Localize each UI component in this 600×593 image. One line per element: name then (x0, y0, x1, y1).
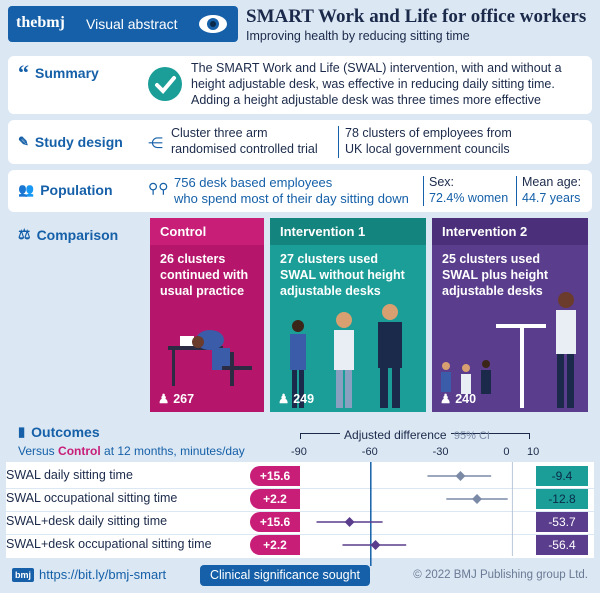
intervention-2-line-1: 25 clusters used (442, 252, 540, 266)
people-icon: 👥 (18, 182, 35, 197)
adjusted-difference-pill: -53.7 (536, 512, 588, 532)
control-baseline-pill: +15.6 (250, 466, 300, 486)
intervention-2-title: Intervention 2 (432, 218, 588, 245)
scales-icon: ⚖ (18, 226, 31, 242)
quote-icon: “ (18, 60, 29, 85)
outcomes-panel (6, 462, 594, 558)
control-line-1: 26 clusters (160, 252, 226, 266)
outcomes-subtitle: Versus Control at 12 months, minutes/day (18, 444, 245, 458)
control-count: ♟ 267 (158, 391, 195, 407)
age-value: 44.7 years (522, 191, 581, 205)
ci-label: 95% CI (453, 430, 490, 442)
participants-line-2: who spend most of their day sitting down (174, 191, 409, 206)
significance-label: Clinical significance sought (200, 565, 370, 586)
control-line-3: usual practice (160, 284, 245, 298)
axis-tick-label: -60 (361, 446, 378, 458)
standing-workers-illustration (290, 304, 402, 408)
adjusted-difference-pill: -9.4 (536, 466, 588, 486)
person-icon: ♟ (278, 392, 290, 406)
summary-title: “ Summary (18, 60, 99, 85)
row-divider (6, 488, 594, 489)
summary-line-2: height adjustable desk, was effective in… (191, 77, 555, 91)
person-icon: ♟ (440, 392, 452, 406)
person-icon: ♟ (158, 392, 170, 406)
population-title: 👥 Population (18, 182, 113, 198)
copyright: © 2022 BMJ Publishing group Ltd. (413, 569, 588, 581)
control-baseline-pill: +2.2 (250, 489, 300, 509)
branch-icon: ⋲ (148, 135, 163, 152)
population-card: 👥 Population ⚲⚲ 756 desk based employees… (8, 170, 592, 212)
intervention-2-column: Intervention 2 25 clusters used SWAL plu… (432, 218, 588, 412)
brand-badge: thebmj Visual abstract (8, 6, 238, 42)
axis-tick-label: 10 (527, 446, 540, 458)
point-estimate (370, 540, 381, 550)
summary-card: “ Summary The SMART Work and Life (SWAL)… (8, 56, 592, 114)
outcome-row-label: SWAL+desk daily sitting time (6, 514, 168, 528)
control-title: Control (150, 218, 264, 245)
row-divider (6, 511, 594, 512)
point-estimate (472, 494, 482, 504)
standing-desk-illustration (441, 292, 576, 408)
point-estimate (455, 471, 466, 481)
intervention-1-line-1: 27 clusters used (280, 252, 378, 266)
comparison-title: ⚖ Comparison (18, 226, 119, 243)
control-baseline-pill: +2.2 (250, 535, 300, 555)
point-estimate (344, 517, 355, 527)
outcome-row-label: SWAL+desk occupational sitting time (6, 537, 212, 551)
bmj-logo-icon: bmj (12, 567, 35, 582)
axis-header: Adjusted difference 95% CI (300, 428, 530, 442)
summary-line-3: Adding a height adjustable desk was thre… (191, 93, 541, 107)
intervention-1-line-2: SWAL without height (280, 268, 405, 282)
axis-title: Adjusted difference (340, 428, 451, 442)
control-column: Control 26 clusters continued with usual… (150, 218, 264, 412)
adjusted-difference-pill: -56.4 (536, 535, 588, 555)
badge-label: Visual abstract (86, 16, 178, 32)
footer-link[interactable]: bmj https://bit.ly/bmj-smart (12, 567, 166, 582)
outcomes-title: ▮ Outcomes (18, 424, 100, 440)
design-line-2: randomised controlled trial (171, 142, 318, 156)
sex-label: Sex: (429, 175, 455, 189)
page-subtitle: Improving health by reducing sitting tim… (246, 29, 470, 43)
outcome-row-label: SWAL daily sitting time (6, 468, 133, 482)
bar-chart-icon: ▮ (18, 424, 26, 439)
intervention-1-title: Intervention 1 (270, 218, 426, 245)
study-design-title: ✎ Study design (18, 134, 123, 150)
brand-logo: thebmj (16, 14, 65, 31)
forest-plot (316, 462, 513, 566)
person-icons: ⚲⚲ (148, 180, 169, 196)
axis-tick-label: -30 (432, 446, 449, 458)
outcome-row-label: SWAL occupational sitting time (6, 491, 178, 505)
control-baseline-pill: +15.6 (250, 512, 300, 532)
clusters-line-1: 78 clusters of employees from (345, 126, 512, 140)
age-label: Mean age: (522, 175, 582, 189)
intervention-2-line-2: SWAL plus height (442, 268, 549, 282)
axis-tick-label: -90 (291, 446, 307, 458)
divider (516, 176, 517, 206)
summary-line-1: The SMART Work and Life (SWAL) intervent… (191, 61, 562, 75)
divider (423, 176, 424, 206)
axis-tick-label: 0 (503, 446, 510, 458)
pencil-icon: ✎ (18, 134, 29, 149)
row-divider (6, 534, 594, 535)
adjusted-difference-pill: -12.8 (536, 489, 588, 509)
participants-line-1: 756 desk based employees (174, 175, 333, 190)
check-icon (148, 67, 182, 101)
intervention-1-line-3: adjustable desks (280, 284, 381, 298)
sex-value: 72.4% women (429, 191, 509, 205)
intervention-1-column: Intervention 1 27 clusters used SWAL wit… (270, 218, 426, 412)
divider (338, 126, 339, 158)
page-title: SMART Work and Life for office workers (246, 6, 587, 27)
intervention-2-count: ♟ 240 (440, 391, 477, 407)
intervention-1-count: ♟ 249 (278, 391, 315, 407)
desk-worker-illustration (168, 330, 252, 386)
design-line-1: Cluster three arm (171, 126, 268, 140)
eye-icon (198, 13, 228, 35)
intervention-2-line-3: adjustable desks (442, 284, 543, 298)
control-line-2: continued with (160, 268, 249, 282)
clusters-line-2: UK local government councils (345, 142, 510, 156)
study-design-card: ✎ Study design ⋲ Cluster three arm rando… (8, 120, 592, 164)
